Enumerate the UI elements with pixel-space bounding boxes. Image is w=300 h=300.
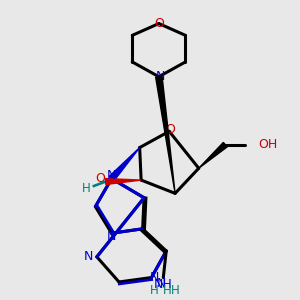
Text: H: H (163, 284, 172, 297)
Text: O: O (166, 123, 176, 136)
Text: N: N (107, 169, 116, 182)
Text: OH: OH (258, 138, 277, 151)
Text: O: O (154, 17, 164, 30)
Text: N: N (157, 277, 167, 290)
Text: H: H (150, 284, 159, 297)
Text: NH: NH (154, 278, 173, 291)
Polygon shape (199, 142, 227, 168)
Text: O: O (95, 172, 105, 185)
Text: N: N (156, 70, 165, 83)
Polygon shape (156, 76, 175, 194)
Text: H: H (171, 284, 180, 297)
Polygon shape (109, 148, 140, 181)
Polygon shape (106, 178, 141, 184)
Text: H: H (82, 182, 91, 194)
Text: N: N (150, 271, 159, 284)
Text: N: N (107, 230, 116, 243)
Text: N: N (84, 250, 93, 263)
